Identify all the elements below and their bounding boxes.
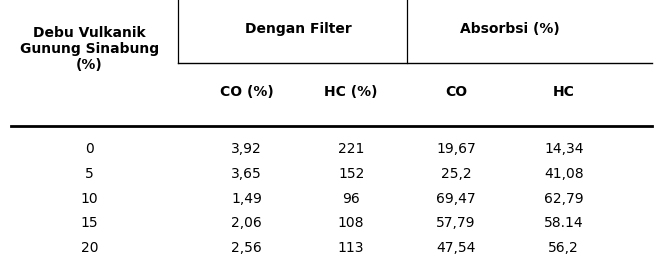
Text: HC: HC xyxy=(553,85,575,99)
Text: 47,54: 47,54 xyxy=(436,241,475,254)
Text: Dengan Filter: Dengan Filter xyxy=(246,22,352,36)
Text: 2,56: 2,56 xyxy=(231,241,262,254)
Text: 0: 0 xyxy=(85,142,94,156)
Text: 56,2: 56,2 xyxy=(548,241,579,254)
Text: 10: 10 xyxy=(81,192,98,205)
Text: 113: 113 xyxy=(338,241,364,254)
Text: 152: 152 xyxy=(338,167,364,181)
Text: CO: CO xyxy=(445,85,467,99)
Text: 62,79: 62,79 xyxy=(544,192,583,205)
Text: 2,06: 2,06 xyxy=(231,216,262,230)
Text: 19,67: 19,67 xyxy=(436,142,476,156)
Text: 14,34: 14,34 xyxy=(544,142,583,156)
Text: Debu Vulkanik
Gunung Sinabung
(%): Debu Vulkanik Gunung Sinabung (%) xyxy=(20,26,159,72)
Text: CO (%): CO (%) xyxy=(220,85,273,99)
Text: 57,79: 57,79 xyxy=(436,216,476,230)
Text: 1,49: 1,49 xyxy=(231,192,262,205)
Text: 5: 5 xyxy=(85,167,94,181)
Text: 15: 15 xyxy=(81,216,98,230)
Text: 96: 96 xyxy=(343,192,360,205)
Text: 58.14: 58.14 xyxy=(544,216,583,230)
Text: 25,2: 25,2 xyxy=(440,167,471,181)
Text: 3,65: 3,65 xyxy=(231,167,262,181)
Text: HC (%): HC (%) xyxy=(325,85,378,99)
Text: Absorbsi (%): Absorbsi (%) xyxy=(460,22,560,36)
Text: 108: 108 xyxy=(338,216,364,230)
Text: 3,92: 3,92 xyxy=(231,142,262,156)
Text: 41,08: 41,08 xyxy=(544,167,583,181)
Text: 221: 221 xyxy=(338,142,364,156)
Text: 20: 20 xyxy=(81,241,98,254)
Text: 69,47: 69,47 xyxy=(436,192,476,205)
